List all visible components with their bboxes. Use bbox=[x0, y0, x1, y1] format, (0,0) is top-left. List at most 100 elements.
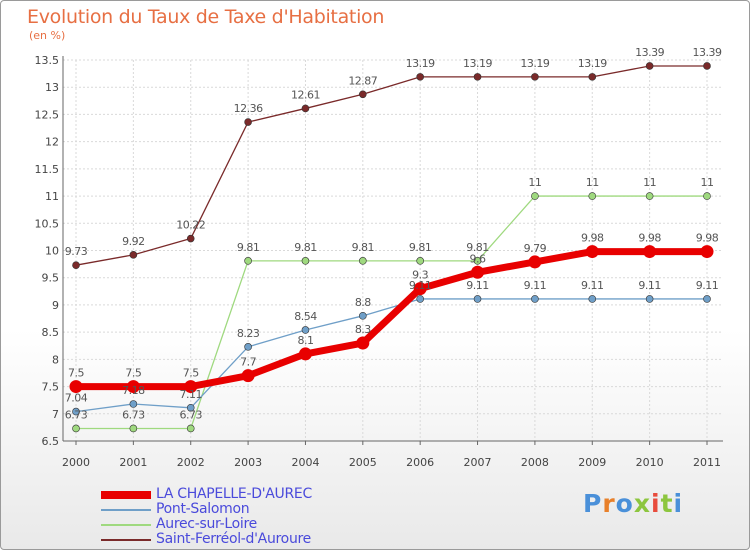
y-tick-label: 12 bbox=[45, 136, 59, 149]
y-tick-label: 12.5 bbox=[35, 108, 60, 121]
data-point bbox=[186, 424, 195, 433]
data-point bbox=[416, 295, 424, 303]
x-tick-label: 2011 bbox=[693, 456, 721, 469]
logo-letter: i bbox=[651, 489, 661, 518]
data-point bbox=[186, 234, 195, 243]
x-tick-label: 2000 bbox=[62, 456, 90, 469]
data-label: 9.11 bbox=[466, 279, 489, 292]
data-point bbox=[129, 400, 138, 408]
data-label: 9.73 bbox=[65, 245, 88, 258]
data-point bbox=[416, 73, 424, 81]
series-line-0 bbox=[76, 248, 707, 391]
legend-swatch bbox=[101, 508, 151, 511]
legend-swatch bbox=[101, 490, 151, 499]
data-label: 13.39 bbox=[635, 46, 664, 59]
legend-item: LA CHAPELLE-D'AUREC bbox=[101, 487, 312, 502]
data-point bbox=[244, 118, 252, 126]
data-point bbox=[301, 326, 310, 334]
data-label: 13.19 bbox=[463, 57, 492, 70]
data-label: 7.5 bbox=[68, 367, 84, 380]
data-point bbox=[301, 257, 310, 265]
y-tick-label: 11.5 bbox=[35, 163, 60, 176]
x-tick-label: 2010 bbox=[636, 456, 664, 469]
data-label: 12.36 bbox=[234, 102, 263, 115]
data-point bbox=[416, 257, 424, 265]
x-tick-label: 2002 bbox=[177, 456, 205, 469]
data-label: 7.04 bbox=[65, 392, 88, 405]
chart-title: Evolution du Taux de Taxe d'Habitation bbox=[27, 6, 385, 28]
y-tick-label: 11 bbox=[45, 190, 59, 203]
x-tick-label: 2006 bbox=[406, 456, 434, 469]
data-point bbox=[241, 369, 255, 383]
data-label: 8.8 bbox=[355, 296, 371, 309]
chart-legend: LA CHAPELLE-D'AUREC Pont-Salomon Aurec-sur… bbox=[101, 487, 312, 547]
data-label: 12.61 bbox=[291, 88, 320, 101]
legend-swatch bbox=[101, 523, 151, 526]
legend-label: LA CHAPELLE-D'AUREC bbox=[156, 486, 312, 502]
data-point bbox=[359, 257, 367, 265]
data-point bbox=[703, 62, 711, 70]
data-label: 9.81 bbox=[352, 241, 375, 254]
data-point bbox=[643, 245, 657, 259]
data-point bbox=[473, 257, 482, 265]
data-point bbox=[531, 192, 539, 200]
logo-letter: r bbox=[602, 489, 616, 518]
x-tick-label: 2003 bbox=[234, 456, 262, 469]
data-label: 9.81 bbox=[294, 241, 317, 254]
data-label: 7.18 bbox=[122, 384, 145, 397]
x-tick-label: 2004 bbox=[291, 456, 319, 469]
data-label: 6.73 bbox=[65, 408, 88, 421]
data-point bbox=[473, 295, 482, 303]
data-point bbox=[528, 255, 542, 269]
legend-label: Pont-Salomon bbox=[156, 501, 250, 517]
y-tick-label: 8.5 bbox=[42, 326, 60, 339]
data-point bbox=[356, 336, 370, 350]
y-tick-label: 9.5 bbox=[42, 272, 60, 285]
data-point bbox=[413, 282, 427, 296]
data-label: 11 bbox=[643, 176, 656, 189]
data-label: 9.3 bbox=[412, 269, 428, 282]
data-point bbox=[588, 192, 597, 200]
y-tick-label: 9 bbox=[52, 299, 59, 312]
logo-letter: i bbox=[673, 489, 684, 518]
data-label: 9.6 bbox=[470, 252, 486, 265]
x-tick-label: 2005 bbox=[349, 456, 377, 469]
legend-item: Saint-Ferréol-d'Auroure bbox=[101, 532, 312, 547]
data-label: 11 bbox=[528, 176, 541, 189]
data-label: 9.92 bbox=[122, 235, 145, 248]
data-label: 7.5 bbox=[183, 367, 199, 380]
y-tick-label: 13 bbox=[45, 81, 59, 94]
y-tick-label: 10.5 bbox=[35, 217, 60, 230]
data-label: 12.87 bbox=[348, 74, 377, 87]
data-label: 9.98 bbox=[638, 232, 661, 245]
data-label: 9.98 bbox=[581, 232, 604, 245]
data-point bbox=[703, 192, 711, 200]
data-point bbox=[588, 73, 597, 81]
data-point bbox=[72, 261, 80, 269]
data-label: 9.81 bbox=[237, 241, 260, 254]
y-tick-label: 6.5 bbox=[42, 435, 60, 448]
y-tick-label: 10 bbox=[45, 245, 59, 258]
logo-letter: x bbox=[633, 489, 651, 518]
data-label: 9.98 bbox=[696, 232, 719, 245]
legend-label: Aurec-sur-Loire bbox=[156, 516, 257, 532]
data-label: 11 bbox=[701, 176, 714, 189]
y-tick-label: 8 bbox=[52, 353, 59, 366]
proxiti-logo: Proxiti bbox=[583, 489, 683, 518]
data-label: 8.1 bbox=[297, 334, 313, 347]
x-tick-label: 2001 bbox=[119, 456, 147, 469]
data-point bbox=[645, 192, 654, 200]
data-label: 8.23 bbox=[237, 327, 260, 340]
data-point bbox=[72, 407, 80, 416]
data-label: 9.11 bbox=[409, 279, 432, 292]
data-label: 13.19 bbox=[520, 57, 549, 70]
data-point bbox=[129, 424, 138, 433]
data-point bbox=[645, 62, 654, 70]
data-point bbox=[473, 73, 482, 81]
data-label: 9.79 bbox=[524, 242, 547, 255]
data-label: 9.11 bbox=[581, 279, 604, 292]
data-point bbox=[298, 347, 312, 361]
data-point bbox=[184, 380, 198, 394]
x-tick-label: 2009 bbox=[578, 456, 606, 469]
